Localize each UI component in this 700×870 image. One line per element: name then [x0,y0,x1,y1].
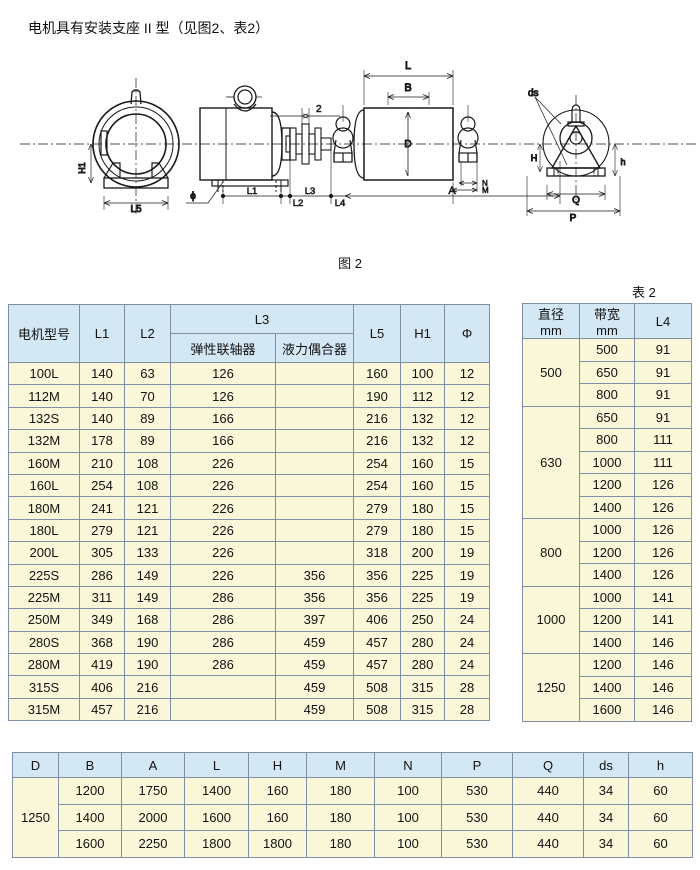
svg-text:L: L [405,60,411,72]
svg-text:ϕ: ϕ [190,191,196,202]
svg-text:H1: H1 [77,162,87,174]
svg-text:L5: L5 [130,204,142,215]
svg-text:Q: Q [572,195,580,206]
svg-text:B: B [404,82,411,94]
svg-text:ds: ds [528,88,539,99]
svg-text:H: H [531,153,538,163]
svg-text:h: h [620,157,625,167]
svg-text:2: 2 [316,104,322,115]
svg-text:L1: L1 [247,186,258,197]
svg-text:L2: L2 [293,198,304,209]
svg-text:M: M [482,186,489,195]
svg-text:P: P [570,213,577,224]
svg-text:L3: L3 [305,186,316,197]
svg-text:L4: L4 [335,198,346,209]
svg-text:D: D [404,139,411,150]
